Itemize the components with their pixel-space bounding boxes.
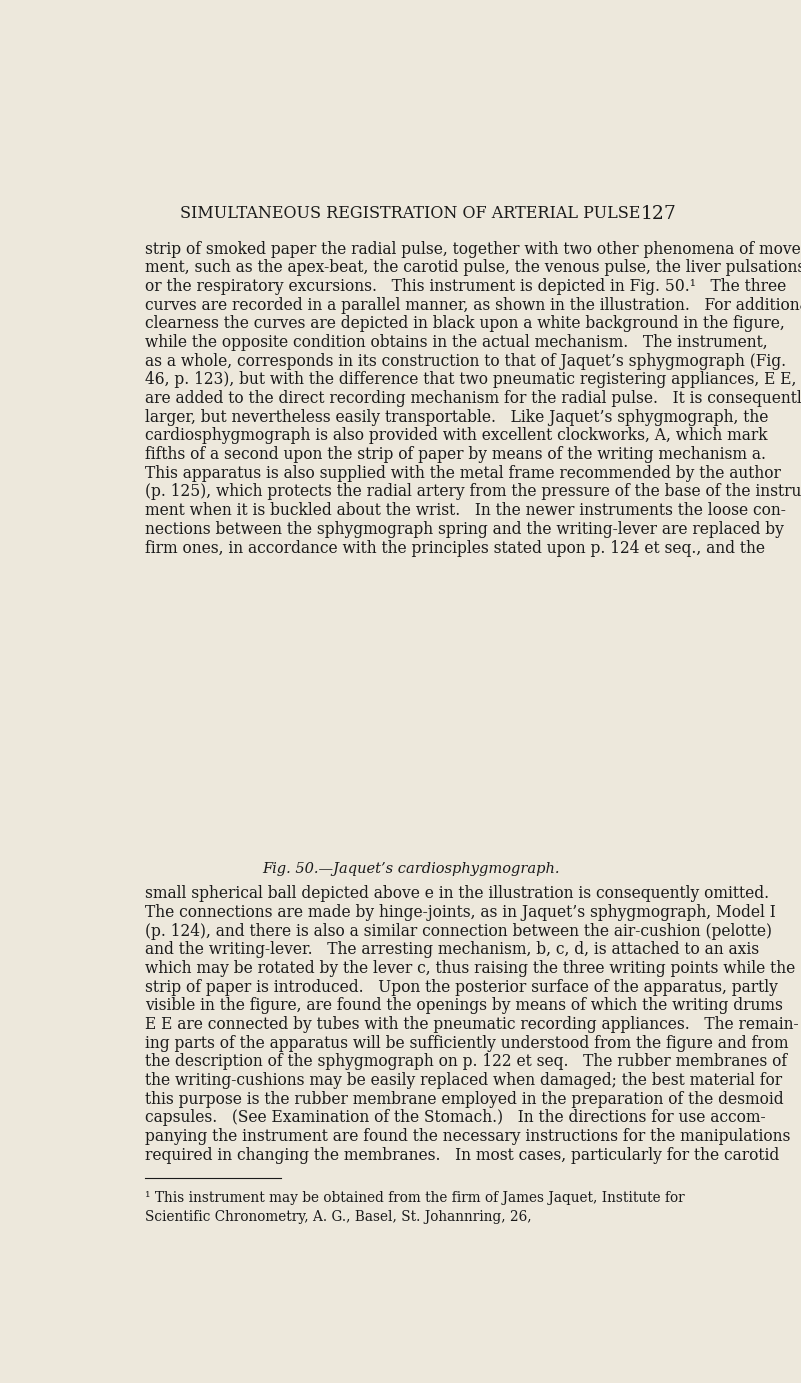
Text: fifths of a second upon the strip of paper by means of the writing mechanism a.: fifths of a second upon the strip of pap… [145,447,766,463]
Text: which may be rotated by the lever c, thus raising the three writing points while: which may be rotated by the lever c, thu… [145,960,795,976]
Text: Scientific Chronometry, A. G., Basel, St. Johannring, 26,: Scientific Chronometry, A. G., Basel, St… [145,1210,531,1224]
Text: as a whole, corresponds in its construction to that of Jaquet’s sphygmograph (Fi: as a whole, corresponds in its construct… [145,353,786,369]
Text: while the opposite condition obtains in the actual mechanism.   The instrument,: while the opposite condition obtains in … [145,333,767,351]
Text: cardiosphygmograph is also provided with excellent clockworks, A, which mark: cardiosphygmograph is also provided with… [145,427,767,444]
Text: (p. 125), which protects the radial artery from the pressure of the base of the : (p. 125), which protects the radial arte… [145,484,801,501]
Text: or the respiratory excursions.   This instrument is depicted in Fig. 50.¹   The : or the respiratory excursions. This inst… [145,278,786,295]
Text: required in changing the membranes.   In most cases, particularly for the caroti: required in changing the membranes. In m… [145,1147,779,1164]
Text: and the writing-lever.   The arresting mechanism, b, c, d, is attached to an axi: and the writing-lever. The arresting mec… [145,942,759,958]
Text: visible in the figure, are found the openings by means of which the writing drum: visible in the figure, are found the ope… [145,997,783,1014]
Text: 127: 127 [640,205,676,224]
Text: this purpose is the rubber membrane employed in the preparation of the desmoid: this purpose is the rubber membrane empl… [145,1091,783,1108]
Text: ment, such as the apex-beat, the carotid pulse, the venous pulse, the liver puls: ment, such as the apex-beat, the carotid… [145,259,801,277]
Text: ment when it is buckled about the wrist.   In the newer instruments the loose co: ment when it is buckled about the wrist.… [145,502,786,519]
Text: nections between the sphygmograph spring and the writing-lever are replaced by: nections between the sphygmograph spring… [145,521,783,538]
Text: are added to the direct recording mechanism for the radial pulse.   It is conseq: are added to the direct recording mechan… [145,390,801,407]
Text: ing parts of the apparatus will be sufficiently understood from the figure and f: ing parts of the apparatus will be suffi… [145,1034,788,1051]
Text: 46, p. 123), but with the difference that two pneumatic registering appliances, : 46, p. 123), but with the difference tha… [145,371,796,389]
Text: strip of smoked paper the radial pulse, together with two other phenomena of mov: strip of smoked paper the radial pulse, … [145,241,801,257]
Text: strip of paper is introduced.   Upon the posterior surface of the apparatus, par: strip of paper is introduced. Upon the p… [145,979,778,996]
Text: SIMULTANEOUS REGISTRATION OF ARTERIAL PULSE: SIMULTANEOUS REGISTRATION OF ARTERIAL PU… [180,205,641,223]
Text: firm ones, in accordance with the principles stated upon p. 124 et seq., and the: firm ones, in accordance with the princi… [145,539,765,556]
Text: curves are recorded in a parallel manner, as shown in the illustration.   For ad: curves are recorded in a parallel manner… [145,296,801,314]
Text: ¹ This instrument may be obtained from the firm of James Jaquet, Institute for: ¹ This instrument may be obtained from t… [145,1191,684,1205]
Text: larger, but nevertheless easily transportable.   Like Jaquet’s sphygmograph, the: larger, but nevertheless easily transpor… [145,409,768,426]
Text: small spherical ball depicted above e in the illustration is consequently omitte: small spherical ball depicted above e in… [145,885,769,902]
Text: The connections are made by hinge-joints, as in Jaquet’s sphygmograph, Model I: The connections are made by hinge-joints… [145,904,775,921]
Text: Fig. 50.—Jaquet’s cardiosphygmograph.: Fig. 50.—Jaquet’s cardiosphygmograph. [262,862,559,875]
Text: E E are connected by tubes with the pneumatic recording appliances.   The remain: E E are connected by tubes with the pneu… [145,1017,799,1033]
Text: This apparatus is also supplied with the metal frame recommended by the author: This apparatus is also supplied with the… [145,465,781,481]
Text: the writing-cushions may be easily replaced when damaged; the best material for: the writing-cushions may be easily repla… [145,1072,782,1088]
Text: capsules.   (See Examination of the Stomach.)   In the directions for use accom-: capsules. (See Examination of the Stomac… [145,1109,766,1126]
Text: (p. 124), and there is also a similar connection between the air-cushion (pelott: (p. 124), and there is also a similar co… [145,922,772,939]
Text: the description of the sphygmograph on p. 122 et seq.   The rubber membranes of: the description of the sphygmograph on p… [145,1054,787,1070]
Text: panying the instrument are found the necessary instructions for the manipulation: panying the instrument are found the nec… [145,1129,791,1145]
Text: clearness the curves are depicted in black upon a white background in the figure: clearness the curves are depicted in bla… [145,315,784,332]
